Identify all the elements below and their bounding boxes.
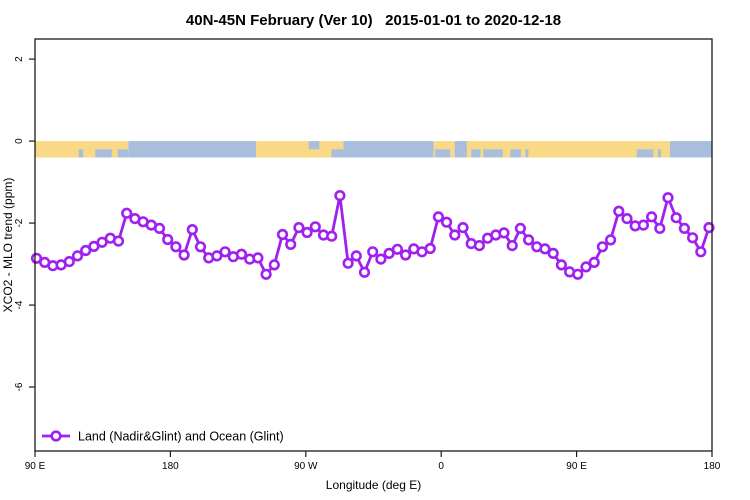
data-point-marker	[613, 205, 625, 217]
map-strip-ocean-patch	[525, 149, 529, 158]
data-point-marker	[334, 190, 346, 202]
data-point-marker	[703, 222, 715, 234]
data-point-marker	[424, 242, 436, 255]
map-strip-ocean-segment	[128, 141, 257, 158]
data-point-marker	[326, 230, 338, 242]
data-point-marker	[645, 211, 658, 223]
data-point-marker	[276, 228, 289, 241]
data-point-marker	[350, 250, 362, 262]
data-point-marker	[498, 227, 510, 239]
x-tick-label: 90 W	[294, 461, 318, 472]
data-point-marker	[309, 221, 321, 233]
data-point-marker	[285, 238, 297, 250]
x-tick-label: 90 E	[566, 461, 587, 472]
data-point-marker	[506, 240, 518, 252]
data-point-marker	[383, 247, 395, 259]
data-point-marker	[457, 222, 469, 234]
data-point-marker	[178, 249, 190, 261]
data-point-marker	[555, 259, 568, 271]
y-tick-label: 2	[14, 56, 25, 62]
x-axis-title: Longitude (deg E)	[326, 478, 421, 492]
data-point-marker	[473, 240, 486, 252]
data-point-marker	[63, 256, 75, 268]
x-tick-label: 90 E	[25, 461, 46, 472]
data-point-marker	[293, 222, 305, 234]
x-tick-label: 180	[704, 461, 721, 472]
y-axis-title: XCO2 - MLO trend (ppm)	[1, 178, 15, 313]
data-point-marker	[367, 246, 379, 258]
data-point-marker	[153, 222, 166, 234]
data-point-marker	[695, 246, 707, 258]
data-point-marker	[252, 252, 264, 264]
data-point-marker	[268, 259, 280, 271]
plot-border	[34, 38, 713, 452]
data-point-marker	[604, 234, 617, 246]
data-point-marker	[235, 248, 248, 260]
data-point-marker	[358, 266, 371, 278]
data-point-marker	[539, 243, 551, 255]
map-strip-ocean-patch	[331, 149, 344, 158]
data-point-marker	[112, 235, 125, 247]
data-point-marker	[211, 250, 223, 262]
chart-title: 40N-45N February (Ver 10) 2015-01-01 to …	[185, 12, 562, 29]
data-point-marker	[121, 207, 133, 219]
data-point-marker	[88, 240, 100, 252]
data-point-marker	[441, 216, 453, 228]
data-point-marker	[400, 249, 412, 261]
data-point-marker	[572, 268, 584, 280]
data-point-marker	[219, 246, 231, 258]
data-point-marker	[596, 241, 609, 253]
data-point-marker	[375, 253, 387, 265]
data-point-marker	[71, 250, 84, 262]
map-strip-ocean-patch	[471, 149, 481, 158]
map-strip-ocean-patch	[435, 149, 451, 158]
data-point-marker	[686, 232, 699, 244]
data-point-marker	[621, 213, 633, 225]
legend-label: Land (Nadir&Glint) and Ocean (Glint)	[78, 430, 284, 444]
data-point-marker	[162, 233, 174, 246]
data-point-marker	[170, 241, 182, 253]
map-strip-land-patch	[111, 149, 118, 158]
y-tick-label: -4	[14, 300, 25, 309]
map-strip-ocean-segment	[669, 141, 712, 158]
data-point-marker	[96, 236, 108, 248]
data-point-marker	[670, 212, 682, 224]
data-point-marker	[260, 268, 272, 280]
data-point-marker	[514, 222, 527, 234]
map-strip-land-patch	[653, 149, 658, 158]
data-point-marker	[637, 219, 650, 231]
map-strip-land-segment	[433, 141, 670, 158]
data-point-marker	[662, 192, 674, 204]
map-strip-land-segment	[256, 141, 344, 158]
x-tick-label: 0	[438, 461, 444, 472]
map-strip-ocean-patch	[483, 149, 503, 158]
data-point-marker	[580, 261, 592, 273]
data-point-marker	[186, 224, 198, 236]
y-tick-label: -2	[14, 218, 25, 227]
map-strip-ocean-patch	[308, 141, 320, 150]
data-point-marker	[449, 229, 461, 241]
data-point-marker	[194, 241, 207, 253]
y-tick-label: -6	[14, 382, 25, 391]
data-point-marker	[588, 256, 600, 269]
map-strip-ocean-patch	[78, 149, 84, 158]
map-strip-ocean-segment	[343, 141, 434, 158]
map-strip-ocean-patch	[510, 149, 521, 158]
data-point-marker	[342, 257, 354, 269]
data-point-marker	[654, 222, 666, 234]
data-point-marker	[432, 211, 445, 223]
x-tick-label: 180	[162, 461, 179, 472]
legend-marker-icon	[50, 430, 62, 442]
data-point-marker	[301, 226, 313, 239]
data-point-marker	[80, 244, 92, 257]
data-point-marker	[522, 234, 535, 246]
y-tick-label: 0	[14, 138, 25, 144]
map-strip-ocean-patch	[636, 149, 661, 158]
data-point-marker	[678, 222, 691, 234]
data-point-marker	[547, 247, 559, 259]
map-strip-ocean-patch	[454, 141, 467, 158]
data-point-marker	[391, 243, 404, 255]
